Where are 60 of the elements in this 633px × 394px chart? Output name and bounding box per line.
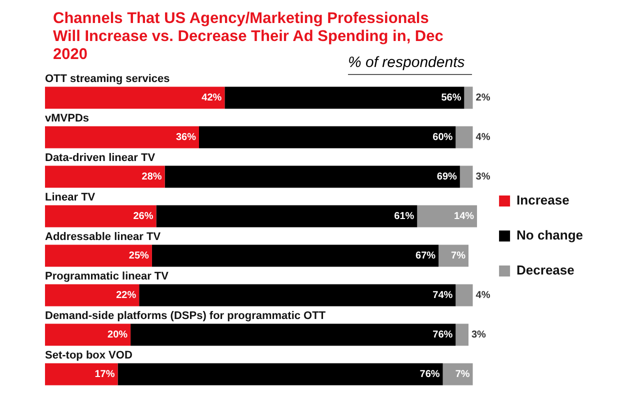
bar	[456, 126, 473, 148]
data-label: 25%	[128, 250, 150, 262]
bar	[442, 363, 473, 386]
y-tick-label: Linear TV	[45, 192, 96, 204]
legend-label: No change	[516, 228, 584, 243]
bar	[438, 244, 468, 267]
bar	[417, 205, 478, 228]
data-label: 69%	[436, 172, 458, 182]
data-label: 20%	[108, 330, 128, 340]
chart-subtitle: % of respondents	[348, 54, 472, 75]
data-label: 28%	[142, 172, 162, 182]
data-label: 7%	[455, 369, 470, 380]
data-label: 76%	[432, 330, 453, 340]
bar	[198, 126, 456, 148]
data-label: 7%	[451, 250, 466, 262]
bar	[456, 284, 473, 306]
data-label: 74%	[432, 290, 453, 301]
y-tick-label: Programmatic linear TV	[45, 270, 170, 283]
data-label: 56%	[441, 92, 462, 104]
y-tick-label: Demand-side platforms (DSPs) for programmatic OTT	[45, 310, 326, 322]
bar	[139, 284, 456, 306]
bar	[45, 205, 156, 228]
data-label: 67%	[416, 250, 436, 262]
bar	[224, 86, 464, 109]
data-label: 60%	[432, 132, 453, 143]
bar	[464, 86, 473, 109]
bar	[130, 324, 456, 346]
y-tick-label: OTT streaming services	[45, 73, 170, 86]
y-tick-label: Data-driven linear TV	[45, 152, 156, 164]
bar	[164, 166, 460, 188]
bar	[118, 363, 443, 386]
y-tick-label: Addressable linear TV	[45, 231, 162, 244]
bar	[45, 363, 118, 386]
data-label: 14%	[454, 211, 474, 222]
bar	[45, 324, 131, 346]
legend-label: Decrease	[516, 262, 574, 278]
data-label: 36%	[176, 132, 196, 143]
bar	[45, 166, 165, 188]
bar	[45, 86, 225, 109]
legend-label: Increase	[516, 192, 570, 208]
data-label: 17%	[94, 369, 115, 380]
data-label: 3%	[476, 172, 490, 182]
bar	[460, 166, 473, 188]
data-label: 76%	[420, 369, 440, 380]
bar	[45, 126, 199, 148]
y-tick-label: Set-top box VOD	[45, 350, 132, 362]
data-label: 22%	[116, 290, 136, 301]
bar	[45, 244, 152, 267]
y-tick-label: vMVPDs	[45, 112, 90, 125]
data-label: 26%	[133, 211, 154, 222]
bar	[45, 284, 140, 306]
data-label: 2%	[476, 92, 490, 104]
bar	[156, 205, 418, 228]
data-label: 42%	[202, 92, 222, 104]
bar	[152, 244, 439, 267]
bar	[456, 324, 468, 346]
data-label: 61%	[394, 211, 414, 222]
data-label: 3%	[471, 330, 486, 340]
data-label: 4%	[476, 132, 490, 143]
data-label: 4%	[476, 290, 490, 301]
